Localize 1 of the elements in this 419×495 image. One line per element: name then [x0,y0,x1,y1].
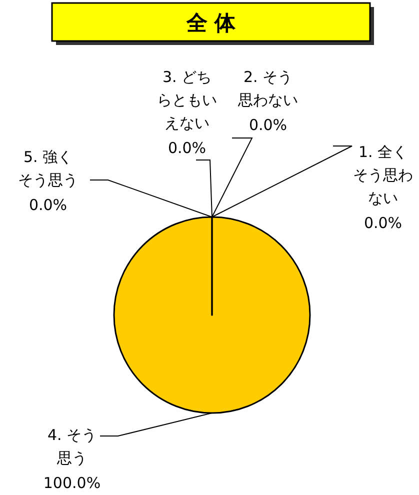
title: 全 体 [186,11,236,35]
